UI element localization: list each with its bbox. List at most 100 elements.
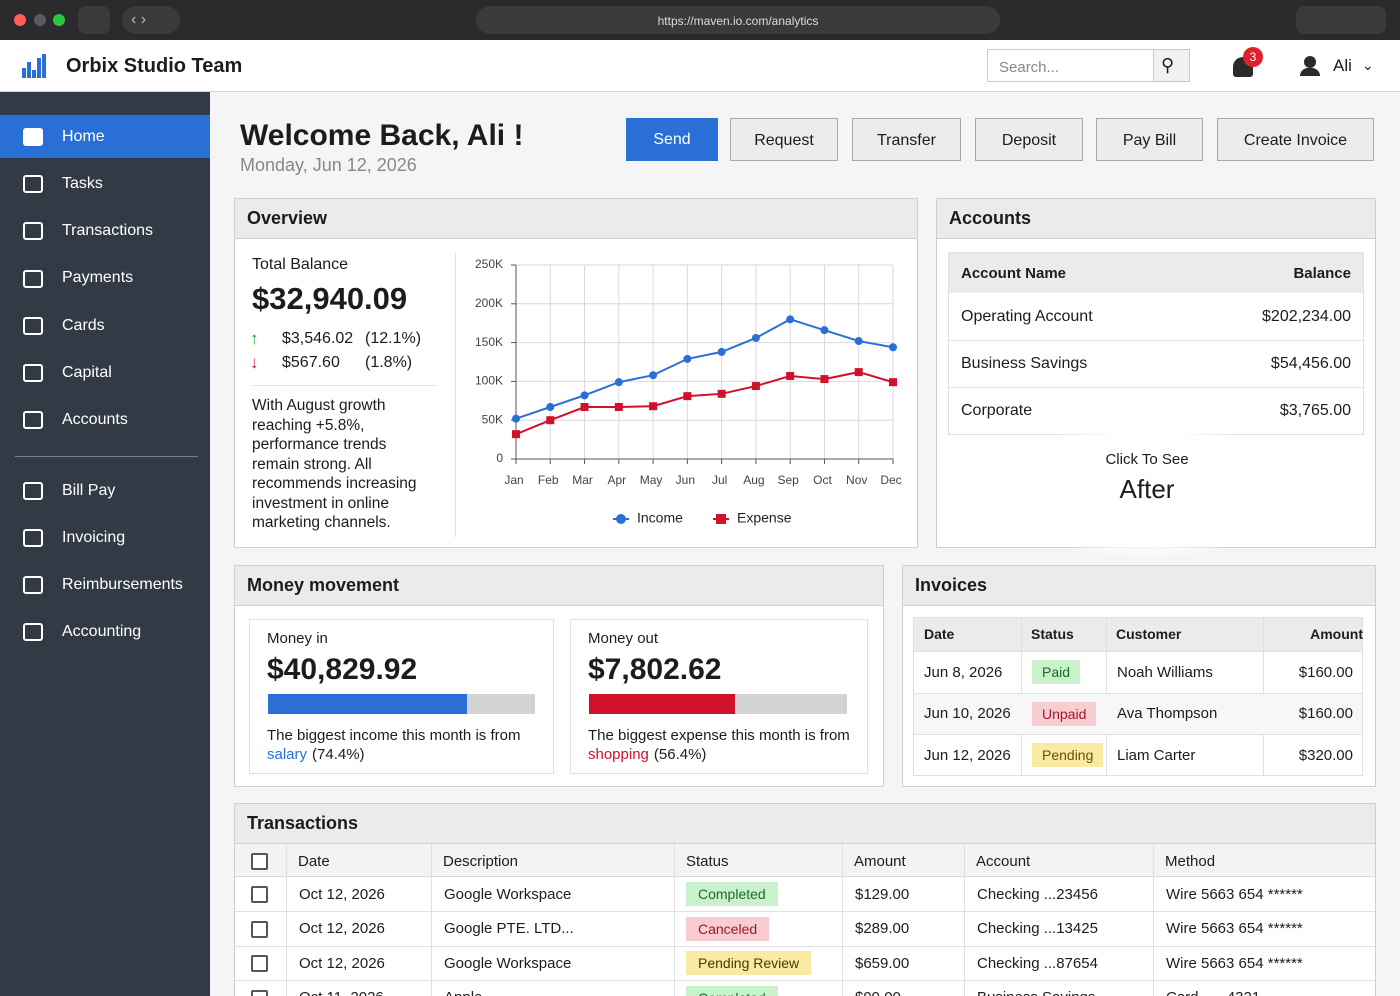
action-button[interactable]: Deposit (975, 118, 1083, 161)
checkbox[interactable] (251, 920, 268, 938)
action-button[interactable]: Create Invoice (1217, 118, 1374, 161)
column-header: Date (298, 852, 330, 870)
balance-label: Total Balance (252, 255, 349, 273)
transaction-cell: Oct 11, 2026 (299, 987, 384, 996)
chart: 0 50K 100K 150K 200K 250K Jan Feb Mar Apr May Jun Ju… (475, 257, 902, 526)
sidebar-icon (23, 576, 43, 594)
transaction-cell: Checking ...87654 (977, 954, 1098, 972)
y-tick-label: 0 (496, 451, 503, 465)
money-card: Money in $40,829.92 The biggest income thi… (249, 619, 554, 774)
invoice-date: Jun 12, 2026 (924, 746, 1011, 764)
balance: $32,940.09 (252, 281, 408, 317)
column-header: Customer (1116, 626, 1182, 643)
account-name: Corporate (961, 401, 1033, 419)
panel-header (903, 566, 1375, 606)
up-percent: (12.1%) (365, 329, 422, 347)
sidebar-item[interactable]: Tasks (62, 175, 103, 192)
column-header: Status (686, 852, 729, 870)
panel-title: Overview (247, 208, 328, 229)
overlay-caption[interactable]: Click To See (1105, 450, 1189, 468)
sidebar-item[interactable]: Home (62, 127, 105, 145)
legend-marker (716, 514, 726, 524)
column-header: Amount (1310, 626, 1363, 643)
sidebar-item[interactable]: Accounts (62, 411, 128, 428)
search-icon: ⚲ (1161, 55, 1175, 76)
column-header: Account (976, 852, 1031, 870)
transaction-cell: $289.00 (855, 920, 910, 937)
card-share: (74.4%) (312, 745, 365, 763)
sidebar-icon (23, 316, 43, 335)
invoices-head (914, 618, 1362, 651)
card-share: (56.4%) (653, 745, 707, 763)
nav-arrows: ‹ › (131, 10, 147, 28)
user-head (1304, 56, 1316, 68)
sidebar-icon (23, 623, 43, 641)
account-name: Business Savings (961, 354, 1088, 372)
transaction-cell: Business Savings (977, 987, 1095, 996)
sidebar-item[interactable]: Accounting (62, 622, 142, 640)
y-tick-label: 100K (475, 374, 503, 388)
sidebar-divider (15, 456, 198, 457)
card-note: The biggest income this month is from (267, 726, 521, 744)
panel: Invoices Date Status Customer Amount Jun 8, 2… (902, 565, 1376, 787)
checkbox[interactable] (251, 955, 268, 972)
sidebar-item[interactable]: Reimbursements (62, 575, 183, 593)
action-button[interactable]: Pay Bill (1096, 118, 1203, 161)
sidebar-icon (23, 529, 43, 547)
point (512, 430, 520, 439)
sidebar-item[interactable]: Payments (62, 269, 134, 287)
transaction-cell: $99.00 (855, 987, 901, 996)
invoice-customer: Noah Williams (1117, 663, 1213, 681)
sidebar-toggle[interactable] (78, 6, 110, 34)
row-divider (235, 980, 1375, 981)
point (889, 343, 897, 352)
nav-buttons[interactable] (122, 6, 180, 34)
panel: Accounts Account Name Balance Operating Acc… (936, 198, 1376, 559)
point (683, 392, 692, 401)
checkbox[interactable] (251, 853, 268, 870)
action-button[interactable]: Send (626, 118, 718, 161)
row-divider (914, 734, 1362, 735)
sidebar-item[interactable]: Invoicing (62, 528, 126, 546)
transaction-status: Completed (686, 882, 778, 906)
browser-actions[interactable] (1296, 6, 1386, 34)
window-dot (33, 14, 46, 26)
column-header: Status (1031, 626, 1074, 643)
overlay-action[interactable]: After (1119, 473, 1175, 504)
search-button[interactable] (1153, 49, 1190, 82)
point (614, 378, 623, 387)
sidebar-item[interactable]: Capital (62, 363, 112, 381)
col-divider (842, 844, 843, 996)
panel: Transactions Date Description Status Amount A… (234, 803, 1376, 996)
up-arrow: ↑ (250, 329, 259, 349)
series-line (515, 318, 894, 420)
y-tick-label: 150K (475, 335, 503, 349)
invoice-status: Paid (1032, 660, 1081, 684)
x-tick-label: Jan (504, 473, 523, 487)
row-divider (235, 911, 1375, 912)
action-button[interactable]: Request (730, 118, 838, 161)
point (854, 337, 863, 346)
checkbox[interactable] (251, 886, 268, 903)
action-button[interactable]: Transfer (852, 118, 961, 161)
checkbox[interactable] (251, 989, 268, 996)
row-divider (949, 340, 1363, 341)
notification-badge: 3 (1243, 47, 1263, 67)
column-header: Account Name (961, 264, 1067, 282)
accounts-table: Account Name Balance Operating Account $202… (948, 252, 1364, 435)
user-name[interactable]: Ali (1333, 56, 1352, 76)
y-tick-label: 200K (475, 296, 503, 310)
invoice-customer: Liam Carter (1117, 746, 1196, 764)
transaction-status: Completed (686, 985, 778, 996)
sidebar-item[interactable]: Bill Pay (62, 481, 116, 499)
sidebar-icon (23, 128, 43, 146)
legend-label: Income (637, 510, 683, 526)
sidebar-icon (23, 222, 43, 241)
column-header: Amount (854, 852, 906, 870)
brand: Orbix Studio Team (66, 55, 243, 77)
x-tick-label: Dec (880, 473, 901, 487)
sidebar-item[interactable]: Cards (62, 316, 105, 334)
panel-title: Accounts (949, 208, 1032, 229)
sidebar-item[interactable]: Transactions (62, 222, 153, 240)
